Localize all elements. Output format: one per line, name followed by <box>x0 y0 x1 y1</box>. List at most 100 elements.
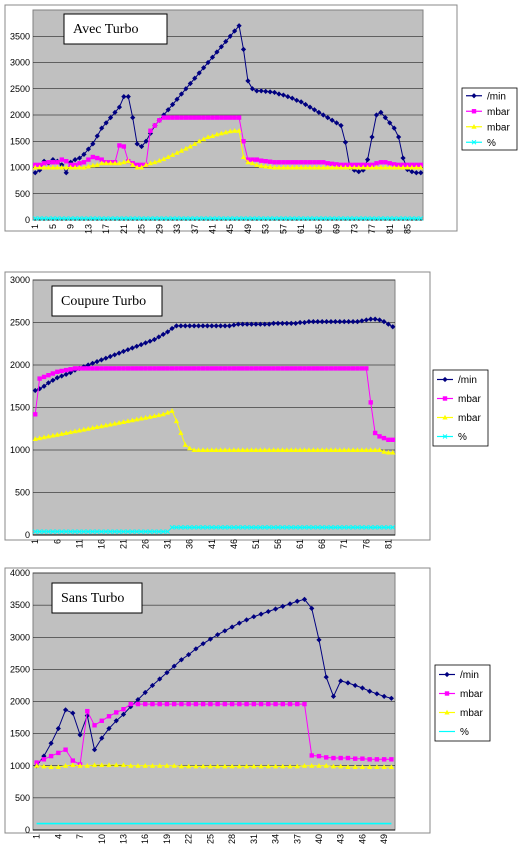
data-point <box>193 646 199 652</box>
y-tick-label: 500 <box>15 793 30 803</box>
data-point <box>59 373 65 379</box>
data-point <box>94 216 100 221</box>
data-point <box>99 216 105 221</box>
data-point <box>81 366 86 371</box>
data-point <box>319 524 325 530</box>
data-point <box>143 529 148 534</box>
data-point <box>201 136 207 142</box>
data-point <box>182 323 188 329</box>
data-point <box>293 524 299 530</box>
data-point <box>214 131 220 137</box>
data-point <box>169 325 175 332</box>
data-point <box>251 701 257 707</box>
data-point <box>112 216 118 221</box>
data-point <box>59 157 65 162</box>
data-point <box>413 216 419 221</box>
data-point <box>63 367 69 373</box>
data-point <box>270 320 277 326</box>
x-tick-label: 33 <box>172 224 182 234</box>
data-point <box>262 366 267 371</box>
data-point <box>350 524 356 530</box>
data-point <box>244 701 249 707</box>
data-point <box>50 160 56 165</box>
data-point <box>404 164 411 170</box>
data-point <box>170 115 175 120</box>
y-tick-label: 3500 <box>10 600 30 610</box>
data-point <box>139 216 144 221</box>
data-point <box>37 164 43 170</box>
data-point <box>222 701 228 707</box>
data-point <box>266 366 272 371</box>
data-point <box>33 412 38 417</box>
x-tick-label: 11 <box>74 539 84 548</box>
data-point <box>388 695 394 701</box>
data-point <box>325 115 331 121</box>
data-point <box>170 101 176 108</box>
data-point <box>307 104 313 110</box>
data-point <box>350 447 356 452</box>
data-point <box>112 109 118 115</box>
data-point <box>294 160 299 165</box>
data-point <box>275 366 281 371</box>
data-point <box>59 164 65 170</box>
data-point <box>385 321 391 327</box>
data-point <box>41 374 47 380</box>
data-point <box>284 524 290 530</box>
data-point <box>381 524 387 530</box>
data-point <box>143 216 149 221</box>
data-point <box>138 164 145 170</box>
data-point <box>81 426 87 432</box>
data-point <box>76 155 83 161</box>
data-point <box>386 437 391 442</box>
data-point <box>359 685 366 691</box>
data-point <box>200 763 206 769</box>
data-point <box>328 447 334 452</box>
chart-title: Sans Turbo <box>61 591 124 606</box>
data-point <box>272 763 279 769</box>
data-point <box>99 157 104 162</box>
data-point <box>267 89 273 95</box>
x-tick-label: 61 <box>296 224 306 234</box>
data-point <box>165 107 171 113</box>
data-point <box>164 762 170 768</box>
data-point <box>68 529 73 534</box>
data-point <box>303 160 308 165</box>
data-point <box>281 216 286 221</box>
data-point <box>329 161 335 167</box>
data-point <box>148 216 153 221</box>
data-point <box>143 701 148 707</box>
data-point <box>215 632 221 638</box>
data-point <box>262 447 268 452</box>
data-point <box>148 128 153 133</box>
data-point <box>72 157 78 163</box>
data-point <box>156 216 162 221</box>
data-point <box>81 216 87 221</box>
data-point <box>117 216 122 221</box>
data-point <box>227 524 232 530</box>
data-point <box>359 366 365 371</box>
data-point <box>367 764 373 770</box>
data-point <box>121 707 126 712</box>
data-point <box>99 160 105 166</box>
data-point <box>50 377 56 383</box>
data-point <box>307 160 313 165</box>
data-point <box>356 164 362 170</box>
data-point <box>103 529 109 534</box>
data-point <box>328 524 334 530</box>
data-point <box>293 366 298 371</box>
data-point <box>128 762 134 768</box>
data-point <box>157 762 163 768</box>
data-point <box>231 322 237 328</box>
data-point <box>151 336 158 343</box>
series-line <box>35 130 421 168</box>
data-point <box>76 164 83 170</box>
data-point <box>156 366 162 371</box>
data-point <box>187 366 192 371</box>
data-point <box>121 94 127 100</box>
series-3 <box>32 408 396 455</box>
data-point <box>77 529 82 534</box>
data-point <box>226 447 233 452</box>
data-point <box>85 366 91 371</box>
data-point <box>187 524 193 530</box>
data-point <box>147 529 153 534</box>
